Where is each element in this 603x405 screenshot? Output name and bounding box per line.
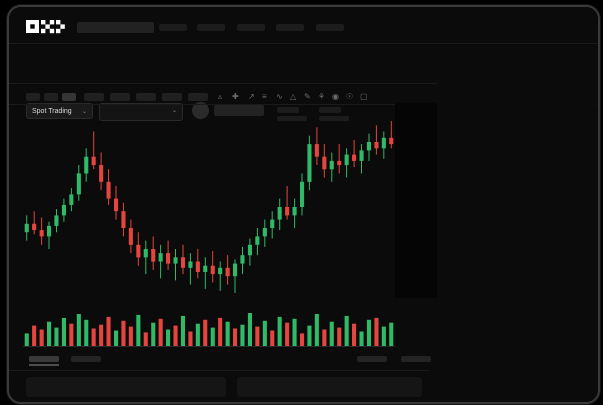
stat-label-2 bbox=[319, 107, 341, 113]
nav-item-3[interactable] bbox=[237, 24, 265, 31]
panel-occluder bbox=[395, 103, 437, 298]
trading-pair-selector[interactable]: ⌄ bbox=[99, 103, 183, 121]
coin-avatar bbox=[192, 102, 209, 119]
stat-value-1 bbox=[277, 116, 307, 121]
candlestick-svg bbox=[24, 121, 394, 293]
tool-interval-5[interactable] bbox=[136, 93, 156, 101]
lock-icon[interactable]: ☉ bbox=[346, 92, 354, 101]
bottom-tab-3[interactable] bbox=[357, 356, 387, 362]
trendline-icon[interactable]: ↗ bbox=[248, 92, 255, 101]
top-navigation-bar bbox=[9, 7, 598, 43]
brush-icon[interactable]: ✎ bbox=[304, 92, 311, 101]
order-book-panel: Buy Sell bbox=[437, 83, 597, 402]
crosshair-icon[interactable]: ✚ bbox=[232, 92, 239, 101]
bottom-tab-2[interactable] bbox=[71, 356, 101, 362]
tool-interval-3[interactable] bbox=[84, 93, 104, 101]
market-info-bar: Spot Trading ⌄ ⌄ bbox=[9, 51, 598, 121]
price-chart[interactable] bbox=[23, 107, 395, 347]
cursor-icon[interactable]: ▵ bbox=[218, 92, 223, 101]
nav-search-field[interactable] bbox=[77, 22, 154, 33]
divider-bottom bbox=[9, 370, 429, 371]
wave-icon[interactable]: ∿ bbox=[276, 92, 283, 101]
nav-item-5[interactable] bbox=[316, 24, 344, 31]
divider-top bbox=[9, 43, 598, 44]
divider-toolbar bbox=[9, 104, 598, 105]
last-price-value bbox=[214, 105, 264, 116]
okx-logo[interactable] bbox=[26, 19, 66, 34]
fib-icon[interactable]: ≡ bbox=[262, 92, 267, 101]
trash-icon[interactable]: ▢ bbox=[360, 92, 368, 101]
nav-item-1[interactable] bbox=[159, 24, 187, 31]
volume-svg bbox=[23, 313, 395, 347]
tool-interval-2[interactable] bbox=[44, 93, 58, 101]
tablet-device-frame: Spot Trading ⌄ ⌄ bbox=[7, 5, 600, 404]
divider-market bbox=[9, 83, 598, 84]
tool-interval-active[interactable] bbox=[62, 93, 76, 101]
bottom-tab-active[interactable] bbox=[29, 356, 59, 362]
market-type-label: Spot Trading bbox=[32, 108, 72, 115]
tool-interval-4[interactable] bbox=[110, 93, 130, 101]
orders-panel-right bbox=[237, 377, 422, 397]
magnet-icon[interactable]: ⚘ bbox=[318, 92, 326, 101]
nav-item-2[interactable] bbox=[197, 24, 225, 31]
app-screen: Spot Trading ⌄ ⌄ bbox=[9, 7, 598, 402]
orders-panel-left bbox=[26, 377, 226, 397]
nav-item-4[interactable] bbox=[276, 24, 304, 31]
tool-interval-1[interactable] bbox=[26, 93, 40, 101]
tool-interval-7[interactable] bbox=[188, 93, 208, 101]
shape-icon[interactable]: △ bbox=[290, 92, 297, 101]
tool-interval-6[interactable] bbox=[162, 93, 182, 101]
bottom-tab-4[interactable] bbox=[401, 356, 431, 362]
volume-chart bbox=[23, 307, 395, 347]
stat-value-2 bbox=[319, 116, 349, 121]
bottom-tab-active-underline bbox=[29, 364, 59, 366]
chart-toolbar: ▵ ✚ ↗ ≡ ∿ △ ✎ ⚘ ◉ ☉ ▢ bbox=[26, 91, 391, 103]
chevron-down-icon-pair: ⌄ bbox=[171, 108, 177, 114]
chevron-down-icon: ⌄ bbox=[81, 109, 87, 115]
stat-label-1 bbox=[277, 107, 299, 113]
eye-icon[interactable]: ◉ bbox=[332, 92, 339, 101]
market-type-selector[interactable]: Spot Trading ⌄ bbox=[26, 103, 93, 119]
